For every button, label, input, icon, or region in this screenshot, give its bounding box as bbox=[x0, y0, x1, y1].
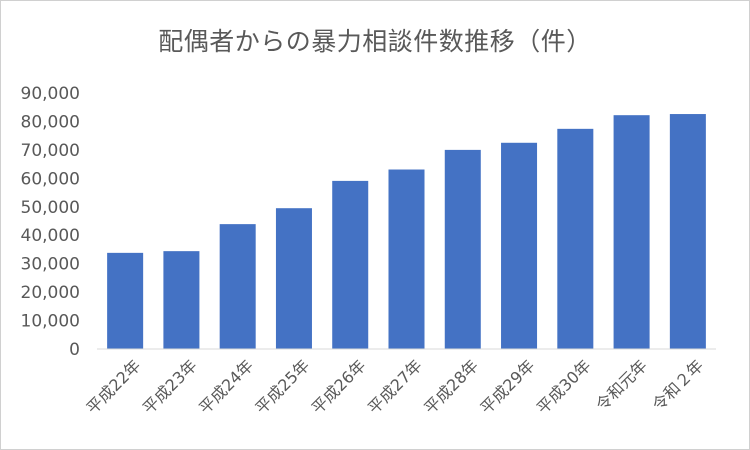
y-tick-label: 10,000 bbox=[21, 312, 80, 332]
bars bbox=[107, 114, 706, 349]
x-tick-label: 令和２年 bbox=[648, 356, 707, 415]
y-tick-label: 60,000 bbox=[21, 169, 80, 189]
x-tick-label: 令和元年 bbox=[592, 356, 651, 415]
y-axis-ticks: 0 10,000 20,000 30,000 40,000 50,000 60,000 70,… bbox=[21, 84, 80, 360]
x-axis-ticks: 平成22年平成23年平成24年平成25年平成26年平成27年平成28年平成29年… bbox=[83, 356, 708, 418]
bar bbox=[332, 180, 369, 349]
y-tick-label: 50,000 bbox=[21, 198, 80, 218]
y-tick-label: 40,000 bbox=[21, 226, 80, 246]
y-tick-label: 80,000 bbox=[21, 112, 80, 132]
bar bbox=[557, 128, 594, 349]
bar bbox=[613, 115, 650, 349]
y-tick-label: 30,000 bbox=[21, 255, 80, 275]
bar bbox=[219, 224, 256, 349]
x-tick-label: 平成30年 bbox=[533, 356, 595, 418]
bar bbox=[388, 169, 425, 349]
bar bbox=[669, 114, 706, 349]
bar bbox=[107, 252, 144, 349]
bar bbox=[444, 149, 481, 349]
x-tick-label: 平成22年 bbox=[83, 356, 145, 418]
y-tick-label: 0 bbox=[69, 340, 80, 360]
x-tick-label: 平成27年 bbox=[364, 356, 426, 418]
chart-title: 配偶者からの暴力相談件数推移（件） bbox=[158, 27, 592, 56]
bar bbox=[275, 208, 312, 349]
y-tick-label: 70,000 bbox=[21, 141, 80, 161]
x-tick-label: 平成24年 bbox=[195, 356, 257, 418]
bar bbox=[501, 142, 538, 349]
x-tick-label: 平成26年 bbox=[308, 356, 370, 418]
y-tick-label: 20,000 bbox=[21, 283, 80, 303]
x-tick-label: 平成25年 bbox=[251, 356, 313, 418]
y-tick-label: 90,000 bbox=[21, 84, 80, 104]
x-tick-label: 平成23年 bbox=[139, 356, 201, 418]
bar bbox=[163, 251, 200, 349]
x-tick-label: 平成28年 bbox=[420, 356, 482, 418]
x-tick-label: 平成29年 bbox=[477, 356, 539, 418]
